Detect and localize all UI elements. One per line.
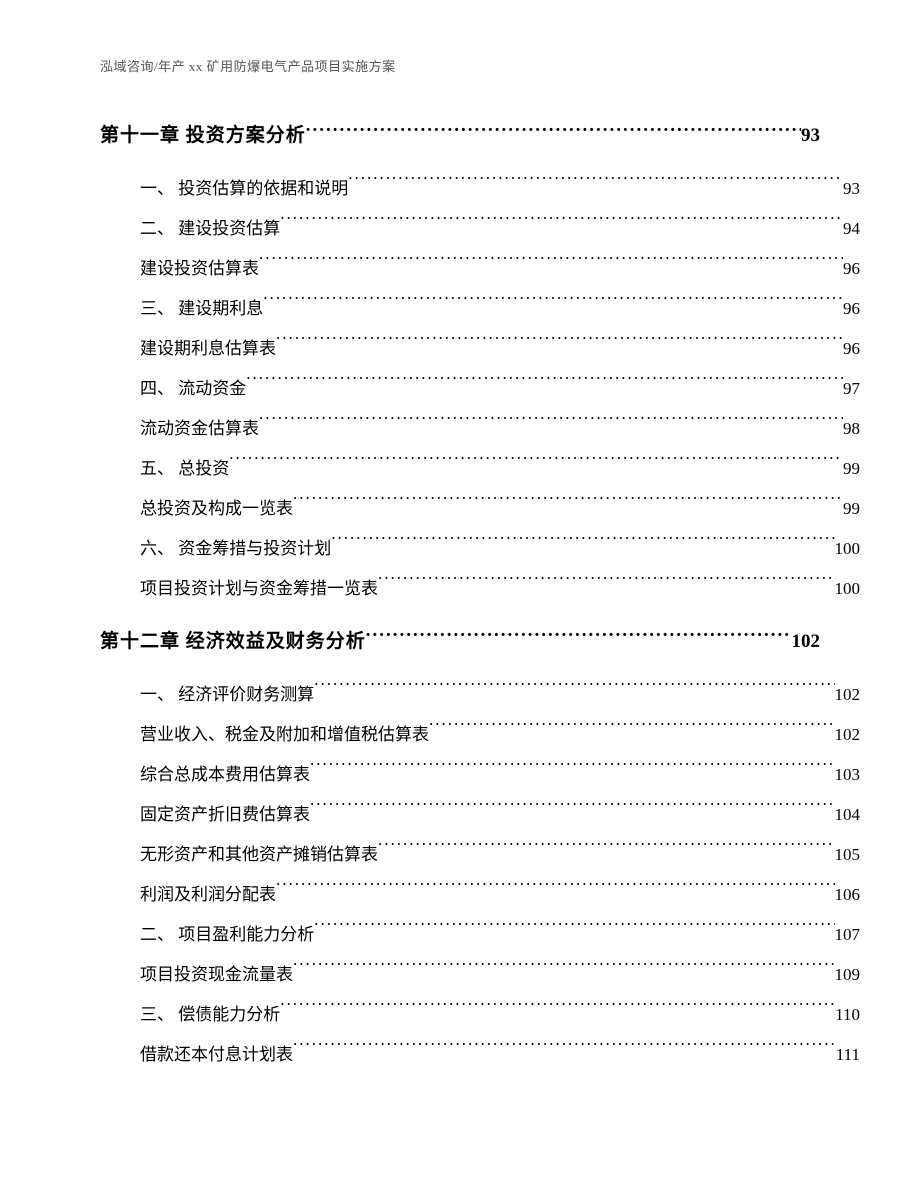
toc-dot-leader [276,883,835,900]
toc-entry-label: 六、 资金筹措与投资计划 [140,529,331,569]
toc-entry-label: 四、 流动资金 [140,369,246,409]
toc-entry-page: 105 [835,835,861,875]
toc-entry-page: 99 [843,449,860,489]
toc-dot-leader [314,923,834,940]
toc-entry-page: 98 [843,409,860,449]
toc-dot-leader [259,257,843,274]
toc-dot-leader [246,377,843,394]
toc-entry-label: 利润及利润分配表 [140,875,276,915]
toc-entry-label: 三、 建设期利息 [140,289,263,329]
toc-dot-leader [310,803,835,820]
toc-section-row: 项目投资现金流量表 109 [100,955,860,995]
toc-entry-label: 一、 经济评价财务测算 [140,675,314,715]
toc-section-row: 四、 流动资金 97 [100,369,860,409]
document-page: 泓域咨询/年产 xx 矿用防爆电气产品项目实施方案 第十一章 投资方案分析93一… [0,0,920,1191]
toc-dot-leader [310,763,835,780]
toc-entry-label: 二、 项目盈利能力分析 [140,915,314,955]
toc-section-row: 一、 经济评价财务测算 102 [100,675,860,715]
toc-section-row: 三、 偿债能力分析 110 [100,995,860,1035]
toc-dot-leader [263,297,843,314]
table-of-contents: 第十一章 投资方案分析93一、 投资估算的依据和说明93二、 建设投资估算94建… [100,121,820,1074]
toc-section-row: 项目投资计划与资金筹措一览表 100 [100,569,860,609]
toc-section-row: 建设投资估算表 96 [100,249,860,289]
toc-entry-page: 96 [843,329,860,369]
toc-entry-page: 96 [843,249,860,289]
toc-entry-page: 93 [843,169,860,209]
toc-section-row: 流动资金估算表 98 [100,409,860,449]
toc-section-row: 总投资及构成一览表 99 [100,489,860,529]
toc-dot-leader [314,683,834,700]
toc-entry-page: 100 [835,569,861,609]
toc-section-row: 三、 建设期利息 96 [100,289,860,329]
toc-entry-label: 项目投资现金流量表 [140,955,293,995]
toc-entry-label: 流动资金估算表 [140,409,259,449]
toc-entry-page: 100 [835,529,861,569]
toc-entry-page: 107 [835,915,861,955]
toc-entry-page: 102 [835,715,861,755]
toc-entry-label: 三、 偿债能力分析 [140,995,280,1035]
toc-section-row: 无形资产和其他资产摊销估算表 105 [100,835,860,875]
toc-dot-leader [331,537,834,554]
toc-entry-page: 104 [835,795,861,835]
toc-dot-leader [280,1003,835,1020]
toc-entry-page: 103 [835,755,861,795]
toc-entry-page: 93 [801,121,820,151]
toc-dot-leader [378,843,835,860]
toc-entry-label: 第十二章 经济效益及财务分析 [100,627,366,657]
toc-section-row: 六、 资金筹措与投资计划 100 [100,529,860,569]
toc-entry-label: 建设投资估算表 [140,249,259,289]
toc-section-row: 利润及利润分配表 106 [100,875,860,915]
toc-entry-label: 建设期利息估算表 [140,329,276,369]
toc-dot-leader [348,177,843,194]
toc-dot-leader [276,337,843,354]
toc-dot-leader [366,628,792,647]
toc-entry-page: 111 [836,1035,860,1075]
toc-section-row: 二、 建设投资估算 94 [100,209,860,249]
toc-section-row: 综合总成本费用估算表 103 [100,755,860,795]
toc-entry-label: 借款还本付息计划表 [140,1035,293,1075]
toc-dot-leader [280,217,843,234]
toc-section-row: 一、 投资估算的依据和说明 93 [100,169,860,209]
toc-section-row: 二、 项目盈利能力分析 107 [100,915,860,955]
toc-section-row: 营业收入、税金及附加和增值税估算表 102 [100,715,860,755]
toc-entry-label: 项目投资计划与资金筹措一览表 [140,569,378,609]
toc-chapter-row: 第十二章 经济效益及财务分析 102 [100,627,820,657]
toc-entry-label: 综合总成本费用估算表 [140,755,310,795]
toc-section-row: 固定资产折旧费估算表 104 [100,795,860,835]
toc-entry-label: 二、 建设投资估算 [140,209,280,249]
toc-section-row: 五、 总投资 99 [100,449,860,489]
toc-entry-page: 110 [835,995,860,1035]
toc-dot-leader [306,122,801,141]
page-header: 泓域咨询/年产 xx 矿用防爆电气产品项目实施方案 [100,56,820,75]
toc-entry-page: 102 [792,627,821,657]
toc-entry-label: 总投资及构成一览表 [140,489,293,529]
toc-chapter-row: 第十一章 投资方案分析 93 [100,121,820,151]
toc-entry-page: 97 [843,369,860,409]
toc-entry-page: 109 [835,955,861,995]
toc-entry-label: 一、 投资估算的依据和说明 [140,169,348,209]
toc-section-row: 借款还本付息计划表 111 [100,1035,860,1075]
toc-entry-label: 固定资产折旧费估算表 [140,795,310,835]
toc-section-row: 建设期利息估算表 96 [100,329,860,369]
toc-entry-page: 99 [843,489,860,529]
toc-dot-leader [293,1043,836,1060]
toc-entry-page: 106 [835,875,861,915]
toc-entry-label: 无形资产和其他资产摊销估算表 [140,835,378,875]
toc-entry-page: 102 [835,675,861,715]
toc-dot-leader [293,497,843,514]
toc-dot-leader [429,723,835,740]
toc-entry-page: 96 [843,289,860,329]
toc-dot-leader [229,457,843,474]
toc-entry-label: 第十一章 投资方案分析 [100,121,306,151]
toc-dot-leader [378,577,835,594]
toc-entry-label: 五、 总投资 [140,449,229,489]
toc-dot-leader [293,963,835,980]
toc-entry-page: 94 [843,209,860,249]
toc-dot-leader [259,417,843,434]
toc-entry-label: 营业收入、税金及附加和增值税估算表 [140,715,429,755]
